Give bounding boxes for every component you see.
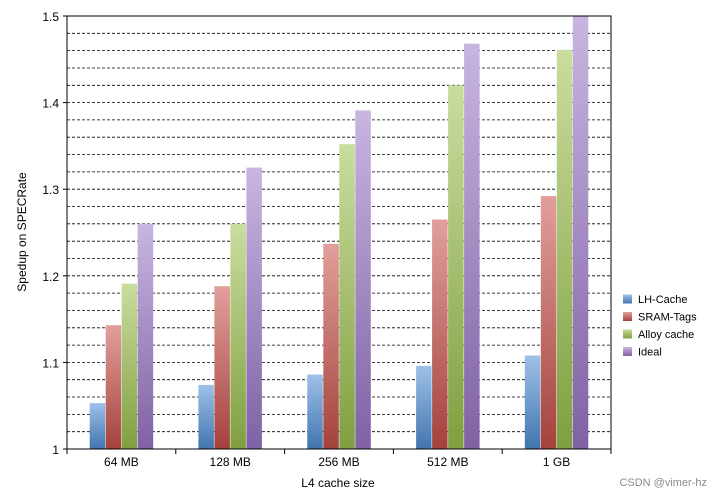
y-tick-label: 1.3 [42,183,59,197]
x-tick-label: 1 GB [543,455,570,469]
y-tick-label: 1.4 [42,97,59,111]
bar-lh-cache-4 [524,355,541,449]
x-tick-label: 64 MB [104,455,139,469]
bar-sram-tags-0 [105,325,122,449]
bar-sram-tags-1 [214,286,230,449]
legend-swatch [623,329,632,339]
watermark-text: CSDN @vimer-hz [619,477,707,489]
bar-ideal-2 [355,110,371,450]
bar-alloy-cache-1 [230,223,246,449]
legend-label: LH-Cache [638,294,688,306]
x-tick-labels: 64 MB 128 MB 256 MB 512 MB 1 GB [104,455,570,469]
legend-swatch [623,294,632,304]
legend-label: Ideal [638,347,662,359]
plot-frame [66,15,612,450]
y-tick-label: 1 [52,443,59,457]
bar-ideal-1 [246,167,262,449]
bar-sram-tags-3 [432,219,448,449]
y-axis-title: Spedup on SPECRate [15,172,29,292]
bar-lh-cache-0 [89,403,106,449]
y-tick-labels: 1 1.1 1.2 1.3 1.4 1.5 [42,10,59,457]
bars [89,16,589,450]
bar-alloy-cache-2 [339,144,355,449]
legend-label: SRAM-Tags [638,312,697,324]
bar-lh-cache-2 [307,374,323,449]
grid-lines [67,32,611,433]
x-tick-label: 128 MB [210,455,251,469]
axes [63,15,612,454]
legend-swatch [623,347,632,356]
bar-ideal-0 [137,223,154,449]
y-tick-label: 1.2 [42,270,59,284]
bar-ideal-3 [464,43,480,449]
y-tick-label: 1.1 [42,356,59,370]
x-tick-label: 512 MB [427,455,468,469]
bar-sram-tags-4 [540,196,557,449]
x-tick-label: 256 MB [318,455,359,469]
bar-lh-cache-3 [416,365,432,449]
legend-swatch [623,312,632,321]
bar-lh-cache-1 [198,384,214,449]
bar-ideal-4 [572,16,589,449]
bar-sram-tags-2 [323,243,339,449]
legend: LH-Cache SRAM-Tags Alloy cache Ideal [623,294,697,359]
bar-alloy-cache-0 [121,283,138,449]
bar-alloy-cache-4 [556,49,573,450]
y-tick-label: 1.5 [42,10,59,24]
bar-alloy-cache-3 [448,85,464,450]
legend-label: Alloy cache [638,329,694,341]
x-axis-title: L4 cache size [301,476,375,490]
